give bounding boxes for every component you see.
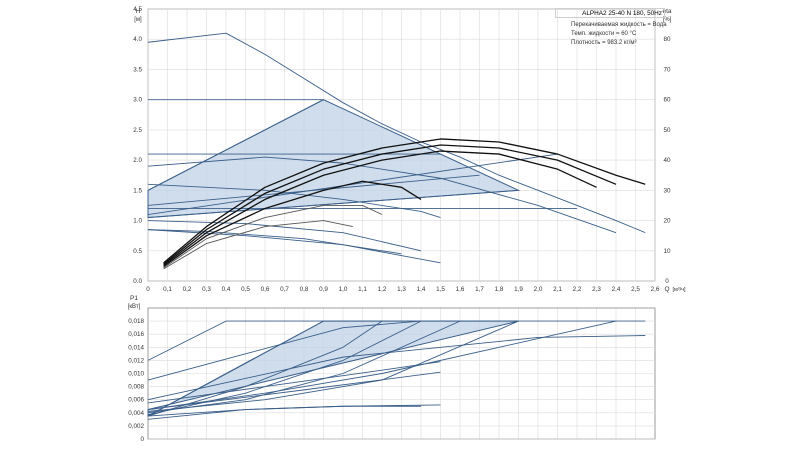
head-x-tick: 2,6 bbox=[651, 286, 660, 293]
head-y-tick: 1.5 bbox=[133, 187, 142, 194]
head-x-tick: 2,0 bbox=[534, 286, 543, 293]
head-y-tick: 4.0 bbox=[133, 36, 142, 43]
head-x-tick: 1,6 bbox=[456, 286, 465, 293]
eta-y-tick: 20 bbox=[663, 218, 671, 225]
head-curve-eta-5 bbox=[163, 204, 383, 269]
head-y-tick: 0.5 bbox=[133, 248, 142, 255]
eta-y-label: eta bbox=[662, 8, 671, 15]
eta-y-tick: 0 bbox=[665, 278, 669, 285]
head-x-tick: 1,7 bbox=[475, 286, 484, 293]
eta-y-tick: 30 bbox=[663, 187, 671, 194]
power-y-tick: 0,014 bbox=[128, 344, 144, 351]
head-curve-eta-4 bbox=[163, 180, 422, 268]
head-curve-decl-1 bbox=[147, 156, 617, 234]
head-curve-decl-2 bbox=[147, 183, 441, 218]
head-curve-prop-a bbox=[147, 153, 558, 215]
head-x-tick: 0,7 bbox=[280, 286, 289, 293]
power-y-tick: 0,012 bbox=[128, 357, 144, 364]
eta-y-tick: 50 bbox=[663, 127, 671, 134]
head-y-tick: 2.5 bbox=[133, 127, 142, 134]
power-curve-p8 bbox=[147, 335, 646, 401]
head-x-tick: 0,9 bbox=[319, 286, 328, 293]
head-x-tick: 0,5 bbox=[241, 286, 250, 293]
head-x-tick: 1,8 bbox=[495, 286, 504, 293]
head-curve-decl-3 bbox=[147, 229, 441, 264]
head-x-tick: 1,9 bbox=[514, 286, 523, 293]
head-x-tick: 0,2 bbox=[183, 286, 192, 293]
power-y-tick: 0,016 bbox=[128, 331, 144, 338]
head-x-tick: 0,3 bbox=[202, 286, 211, 293]
head-x-tick: 2,3 bbox=[592, 286, 601, 293]
power-curve-p2 bbox=[147, 320, 324, 417]
power-y-tick: 0,006 bbox=[128, 397, 144, 404]
info-liquid: Перекачиваемая жидкость = Вода bbox=[571, 22, 667, 28]
eta-y-tick: 60 bbox=[663, 97, 671, 104]
info-density: Плотность = 983.2 кг/м³ bbox=[571, 40, 637, 46]
head-x-tick: 2,4 bbox=[612, 286, 621, 293]
power-y-unit: [кВт] bbox=[128, 304, 141, 310]
eta-y-tick: 70 bbox=[663, 66, 671, 73]
head-x-tick: 2,5 bbox=[631, 286, 640, 293]
power-y-tick: 0,002 bbox=[128, 423, 144, 430]
power-y-tick: 0,018 bbox=[128, 318, 144, 325]
head-curve-eta-6 bbox=[163, 220, 353, 270]
power-y-tick: 0,004 bbox=[128, 410, 144, 417]
power-curve-p1 bbox=[147, 320, 519, 381]
eta-y-unit: [%] bbox=[663, 17, 672, 23]
info-title: ALPHA2 25-40 N 180, 50Hz bbox=[555, 8, 665, 18]
power-curve-p4 bbox=[147, 320, 422, 416]
head-x-tick: 0,1 bbox=[163, 286, 172, 293]
head-y-tick: 3.0 bbox=[133, 97, 142, 104]
power-curve-p3 bbox=[147, 320, 383, 417]
head-x-tick: 1,0 bbox=[339, 286, 348, 293]
eta-y-tick: 80 bbox=[663, 36, 671, 43]
head-y-tick: 2.0 bbox=[133, 157, 142, 164]
head-curve-eta-2 bbox=[163, 144, 617, 265]
head-x-unit: [м³/ч] bbox=[672, 287, 686, 293]
head-x-tick: 2,2 bbox=[573, 286, 582, 293]
head-y-unit: [м] bbox=[134, 17, 142, 23]
head-x-tick: 0,8 bbox=[300, 286, 309, 293]
head-y-tick: 0.0 bbox=[133, 278, 142, 285]
power-curve-p12 bbox=[147, 361, 441, 404]
head-x-tick: 0 bbox=[146, 286, 150, 293]
head-curve-prop-top bbox=[147, 99, 324, 191]
head-x-tick: 1,1 bbox=[358, 286, 367, 293]
head-x-tick: 0,6 bbox=[261, 286, 270, 293]
head-x-label: Q bbox=[664, 286, 669, 293]
head-x-tick: 1,4 bbox=[417, 286, 426, 293]
head-curve-eta-1 bbox=[163, 138, 646, 264]
info-temp: Темп. жидкости = 60 °C bbox=[571, 31, 637, 37]
head-x-tick: 1,2 bbox=[378, 286, 387, 293]
power-curve-p9 bbox=[147, 371, 441, 410]
head-y-tick: 1.0 bbox=[133, 218, 142, 225]
head-y-label: H bbox=[136, 8, 141, 15]
power-y-tick: 0,008 bbox=[128, 384, 144, 391]
power-curve-p11 bbox=[147, 405, 421, 420]
eta-y-tick: 40 bbox=[663, 157, 671, 164]
power-y-tick: 0,010 bbox=[128, 371, 144, 378]
head-curve-eta-3 bbox=[163, 150, 597, 266]
eta-y-tick: 10 bbox=[663, 248, 671, 255]
power-curve-p6 bbox=[147, 320, 519, 412]
head-x-tick: 2,1 bbox=[553, 286, 562, 293]
head-y-tick: 3.5 bbox=[133, 66, 142, 73]
power-y-label: P1 bbox=[130, 295, 138, 302]
power-curve-p7 bbox=[147, 320, 617, 410]
head-x-tick: 0,4 bbox=[222, 286, 231, 293]
power-y-tick: 0 bbox=[140, 436, 144, 443]
head-y-tick: 4.5 bbox=[133, 6, 142, 13]
head-x-tick: 1,3 bbox=[397, 286, 406, 293]
head-curve-decl-5 bbox=[147, 229, 402, 255]
head-curve-decl-4 bbox=[147, 220, 422, 252]
head-x-tick: 1,5 bbox=[436, 286, 445, 293]
head-curve-prop-low bbox=[147, 189, 519, 218]
